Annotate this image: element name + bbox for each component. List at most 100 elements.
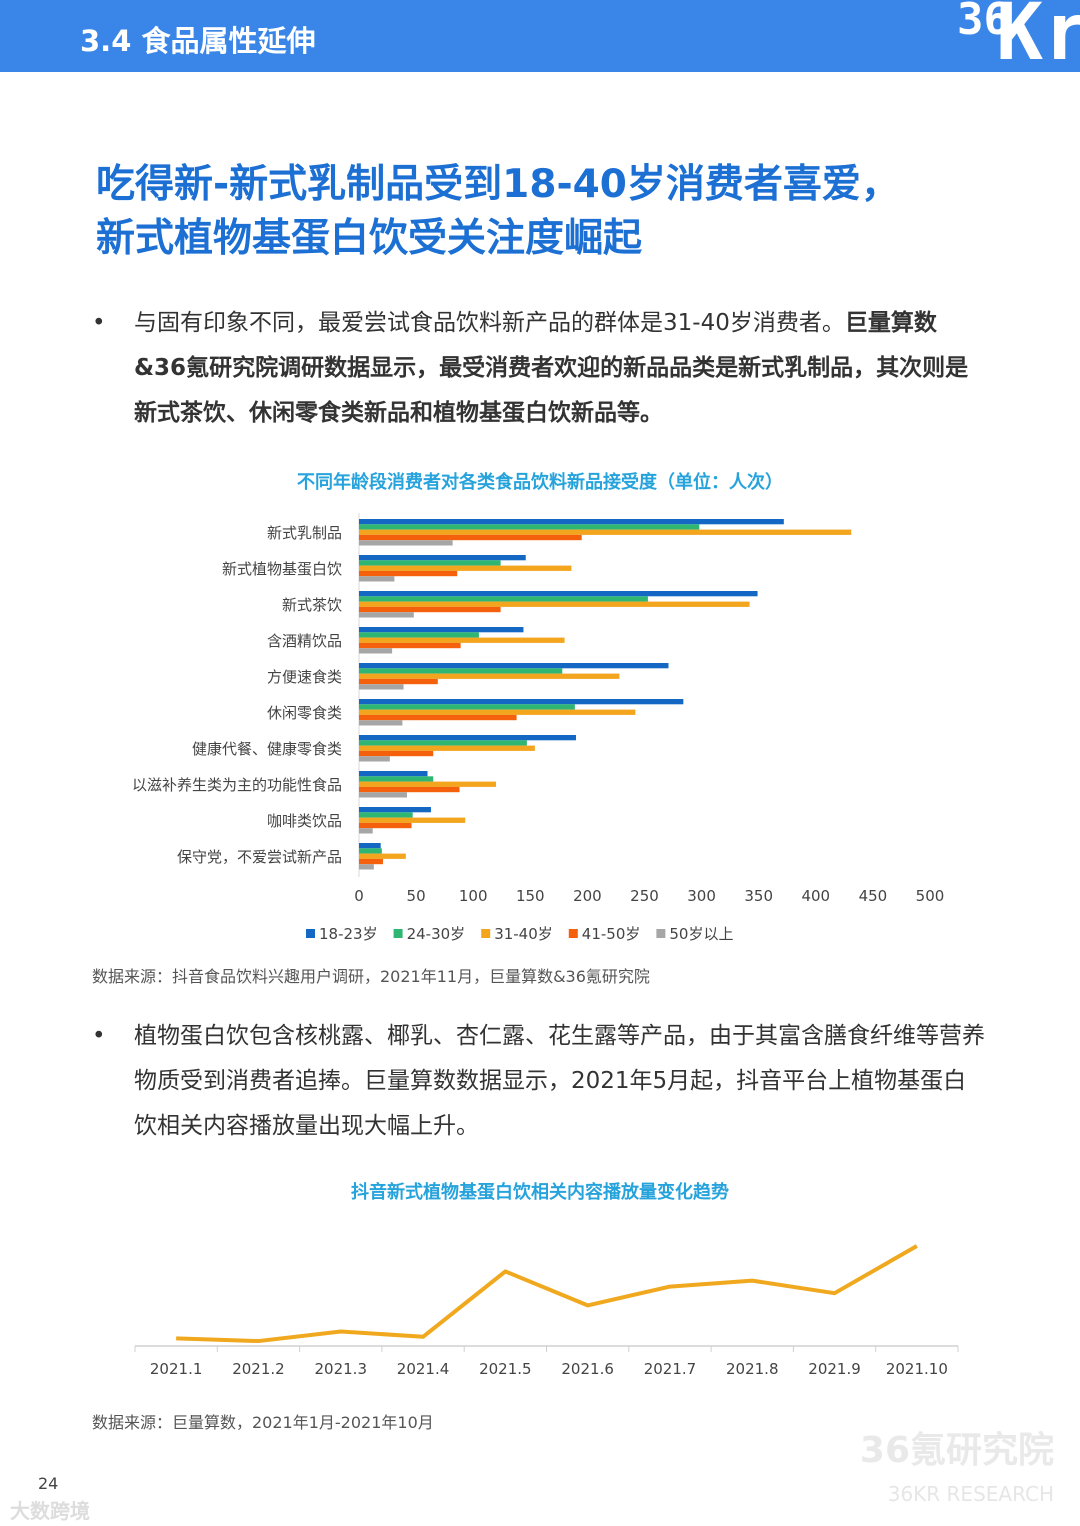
bar-41-50岁 bbox=[359, 822, 412, 829]
bar-50岁以上 bbox=[359, 540, 453, 546]
line-series bbox=[176, 1244, 918, 1344]
bar-24-30岁 bbox=[359, 704, 575, 710]
legend-label: 24-30岁 bbox=[407, 925, 466, 943]
category-label: 新式乳制品 bbox=[267, 524, 342, 542]
bar-24-30岁 bbox=[359, 596, 648, 602]
category-label: 休闲零食类 bbox=[267, 704, 342, 722]
bar-31-40岁 bbox=[359, 817, 466, 823]
category-label: 健康代餐、健康零食类 bbox=[192, 740, 342, 758]
bar-18-23岁 bbox=[359, 627, 524, 633]
bar-24-30岁 bbox=[359, 812, 413, 818]
x-tick-label: 2021.5 bbox=[479, 1360, 532, 1378]
line-chart-title: 抖音新式植物基蛋白饮相关内容播放量变化趋势 bbox=[351, 1182, 729, 1203]
bar-31-40岁 bbox=[359, 673, 620, 679]
bar-31-40岁 bbox=[359, 529, 852, 535]
bar-50岁以上 bbox=[359, 864, 374, 870]
watermark-en: 36KR RESEARCH bbox=[887, 1482, 1054, 1506]
bar-18-23岁 bbox=[359, 663, 669, 669]
legend-label: 31-40岁 bbox=[494, 925, 553, 943]
bar-18-23岁 bbox=[359, 771, 428, 777]
bar-24-30岁 bbox=[359, 632, 479, 638]
x-tick-label: 300 bbox=[687, 887, 716, 905]
bar-41-50岁 bbox=[359, 606, 501, 613]
x-tick-label: 2021.10 bbox=[886, 1360, 948, 1378]
legend-label: 41-50岁 bbox=[582, 925, 641, 943]
bar-18-23岁 bbox=[359, 843, 381, 849]
bar-31-40岁 bbox=[359, 853, 406, 859]
category-label: 咖啡类饮品 bbox=[267, 812, 342, 830]
bar-41-50岁 bbox=[359, 858, 383, 865]
bar-31-40岁 bbox=[359, 565, 572, 571]
bar-18-23岁 bbox=[359, 807, 431, 813]
bar-50岁以上 bbox=[359, 684, 404, 690]
bar-50岁以上 bbox=[359, 720, 403, 726]
watermark-site: 大数跨境 bbox=[10, 1499, 90, 1523]
bar-31-40岁 bbox=[359, 781, 497, 787]
category-label: 方便速食类 bbox=[267, 668, 342, 686]
legend-label: 50岁以上 bbox=[669, 925, 733, 943]
bar-41-50岁 bbox=[359, 714, 517, 721]
x-tick-label: 2021.1 bbox=[150, 1360, 203, 1378]
bar-31-40岁 bbox=[359, 709, 636, 715]
bar-31-40岁 bbox=[359, 601, 750, 607]
bar-50岁以上 bbox=[359, 576, 395, 582]
bullet-text: 与固有印象不同，最爱尝试食品饮料新产品的群体是31-40岁消费者。 bbox=[134, 310, 845, 336]
line-chart: 2021.1 2021.2 2021.3 2021.4 2021.5 2021.6 2021… bbox=[134, 1244, 959, 1378]
x-tick-label: 2021.4 bbox=[397, 1360, 450, 1378]
bar-41-50岁 bbox=[359, 570, 458, 577]
bullet-dot: • bbox=[92, 1023, 106, 1049]
page-title: 吃得新-新式乳制品受到18-40岁消费者喜爱， 新式植物基蛋白饮受关注度崛起 bbox=[96, 158, 900, 266]
bar-chart-title: 不同年龄段消费者对各类食品饮料新品接受度（单位：人次） bbox=[297, 472, 783, 493]
watermark-cn: 36氪研究院 bbox=[859, 1430, 1054, 1471]
bar-18-23岁 bbox=[359, 519, 784, 525]
bar-50岁以上 bbox=[359, 756, 390, 762]
header-bar: 3.4 食品属性延伸 36 Kr bbox=[0, 0, 1080, 78]
bar-chart: 新式乳制品新式植物基蛋白饮新式茶饮含酒精饮品方便速食类休闲零食类健康代餐、健康零… bbox=[132, 513, 945, 943]
bullet-text: 植物蛋白饮包含核桃露、椰乳、杏仁露、花生露等产品，由于其富含膳食纤维等营养物质受… bbox=[134, 1023, 985, 1139]
category-label: 新式茶饮 bbox=[282, 596, 342, 614]
x-tick-label: 350 bbox=[744, 887, 773, 905]
bar-24-30岁 bbox=[359, 848, 382, 854]
section-title: 3.4 食品属性延伸 bbox=[80, 24, 316, 58]
bar-41-50岁 bbox=[359, 750, 434, 757]
bar-24-30岁 bbox=[359, 740, 527, 746]
legend-swatch bbox=[568, 929, 578, 938]
page-number: 24 bbox=[38, 1474, 59, 1493]
legend-swatch bbox=[306, 929, 315, 938]
legend-swatch bbox=[393, 929, 403, 938]
x-tick-label: 400 bbox=[801, 887, 830, 905]
x-tick-label: 200 bbox=[573, 887, 602, 905]
bar-41-50岁 bbox=[359, 678, 438, 685]
bar-41-50岁 bbox=[359, 534, 582, 541]
x-tick-label: 2021.2 bbox=[232, 1360, 285, 1378]
x-tick-label: 0 bbox=[354, 887, 364, 905]
x-tick-label: 50 bbox=[407, 887, 426, 905]
category-label: 含酒精饮品 bbox=[267, 632, 342, 650]
bar-24-30岁 bbox=[359, 524, 700, 530]
x-tick-label: 450 bbox=[859, 887, 888, 905]
bar-41-50岁 bbox=[359, 642, 461, 649]
x-tick-label: 150 bbox=[516, 887, 545, 905]
bar-50岁以上 bbox=[359, 612, 414, 618]
category-label: 新式植物基蛋白饮 bbox=[222, 560, 342, 578]
legend-label: 18-23岁 bbox=[319, 925, 378, 943]
bullet-paragraph-1: • 与固有印象不同，最爱尝试食品饮料新产品的群体是31-40岁消费者。巨量算数&… bbox=[92, 301, 987, 436]
x-tick-label: 2021.6 bbox=[561, 1360, 614, 1378]
category-label: 以滋补养生类为主的功能性食品 bbox=[132, 776, 342, 794]
x-tick-label: 100 bbox=[459, 887, 488, 905]
title-line-1: 吃得新-新式乳制品受到18-40岁消费者喜爱， bbox=[96, 162, 900, 207]
category-label: 保守党，不爱尝试新产品 bbox=[177, 848, 342, 866]
bar-50岁以上 bbox=[359, 648, 393, 654]
x-tick-label: 500 bbox=[916, 887, 945, 905]
bar-18-23岁 bbox=[359, 699, 684, 705]
bar-18-23岁 bbox=[359, 591, 758, 597]
bar-18-23岁 bbox=[359, 555, 526, 561]
bar-24-30岁 bbox=[359, 560, 501, 566]
bar-31-40岁 bbox=[359, 637, 565, 643]
x-tick-label: 250 bbox=[630, 887, 659, 905]
bar-chart-source: 数据来源：抖音食品饮料兴趣用户调研，2021年11月，巨量算数&36氪研究院 bbox=[92, 967, 650, 986]
x-tick-label: 2021.9 bbox=[808, 1360, 861, 1378]
title-line-2: 新式植物基蛋白饮受关注度崛起 bbox=[96, 216, 643, 261]
bar-50岁以上 bbox=[359, 792, 407, 798]
bullet-dot: • bbox=[92, 310, 106, 336]
